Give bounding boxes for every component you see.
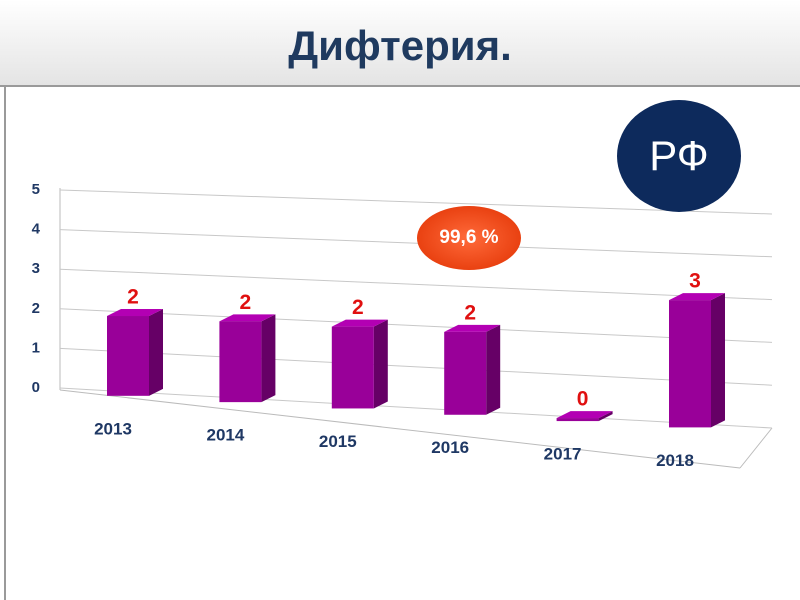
coverage-label: 99,6 % xyxy=(439,227,499,248)
x-tick-label: 2015 xyxy=(319,432,357,451)
value-label: 2 xyxy=(352,296,364,319)
bar-top xyxy=(219,314,276,322)
x-tick-label: 2017 xyxy=(544,445,582,464)
divider xyxy=(4,87,6,600)
bar-top xyxy=(444,324,501,332)
bar xyxy=(669,300,711,428)
x-tick-label: 2014 xyxy=(206,426,244,445)
bar-side xyxy=(261,314,276,403)
floor-edge xyxy=(59,389,741,469)
value-label: 2 xyxy=(464,301,476,324)
bar xyxy=(331,326,374,409)
bar xyxy=(444,331,487,415)
value-label: 2 xyxy=(240,291,252,314)
grid-line xyxy=(59,308,773,343)
grid-line xyxy=(59,189,773,215)
floor-edge xyxy=(739,427,773,469)
grid-line xyxy=(59,268,773,301)
bar xyxy=(219,321,262,403)
bar xyxy=(556,418,599,422)
bar xyxy=(107,316,149,396)
bar-top xyxy=(556,411,613,419)
region-badge: РФ xyxy=(617,100,741,212)
value-label: 3 xyxy=(689,270,701,293)
bar-side xyxy=(373,319,388,409)
x-tick-label: 2013 xyxy=(94,419,132,438)
chart-title: Дифтерия. xyxy=(288,22,512,69)
y-tick-label: 5 xyxy=(32,181,40,198)
x-tick-label: 2018 xyxy=(656,451,694,470)
bar-top xyxy=(107,309,163,317)
bar-side xyxy=(149,309,163,396)
bar-side xyxy=(486,324,501,415)
grid-line xyxy=(59,387,773,429)
value-label: 0 xyxy=(577,388,589,411)
value-label: 2 xyxy=(127,286,139,309)
bar-side xyxy=(598,411,613,422)
grid-line xyxy=(59,347,773,386)
y-tick-label: 3 xyxy=(32,260,40,277)
y-tick-label: 4 xyxy=(32,221,41,238)
bar-top xyxy=(331,319,388,327)
grid-line xyxy=(59,229,773,258)
coverage-badge: 99,6 % xyxy=(417,206,521,270)
y-tick-label: 1 xyxy=(32,339,40,356)
x-tick-label: 2016 xyxy=(431,438,469,457)
bar-side xyxy=(711,293,725,428)
y-tick-label: 0 xyxy=(32,379,40,396)
bar-top xyxy=(669,293,725,301)
header xyxy=(0,0,800,87)
y-tick-label: 2 xyxy=(32,300,40,317)
